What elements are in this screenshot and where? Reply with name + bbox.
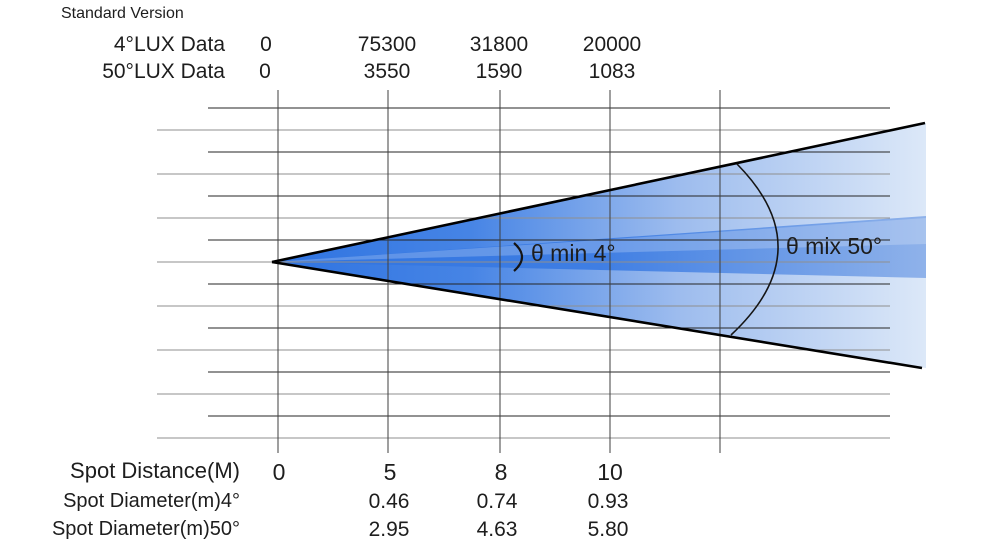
beam-angle-arc-4deg xyxy=(513,242,524,272)
lux50-value: 0 xyxy=(259,60,271,83)
grid xyxy=(157,90,890,453)
lux50-value: 1590 xyxy=(475,60,523,83)
spot-diameter50-value: 4.63 xyxy=(476,518,518,541)
spot-diameter50-row-label: Spot Diameter(m)50° xyxy=(51,518,240,540)
lux50-value: 3550 xyxy=(363,60,411,83)
lux50-row-label: 50°LUX Data xyxy=(102,60,225,83)
spot-diameter4-value: 0.74 xyxy=(476,490,518,513)
lux4-value: 0 xyxy=(260,33,272,56)
spot-distance-value: 8 xyxy=(494,459,508,485)
lux4-value: 31800 xyxy=(469,33,529,56)
beam-angle-arc-50deg xyxy=(730,163,779,336)
spot-diameter4-value: 0.93 xyxy=(587,490,629,513)
spot-diameter50-value: 2.95 xyxy=(368,518,410,541)
beam-min-angle-label: θ min 4° xyxy=(531,240,616,266)
lux50-value: 1083 xyxy=(588,60,636,83)
lux4-value: 75300 xyxy=(357,33,417,56)
spot-distance-value: 5 xyxy=(383,459,397,485)
beam-max-angle-label: θ mix 50° xyxy=(786,233,883,259)
page-title: Standard Version xyxy=(61,5,184,22)
beam-top-edge xyxy=(271,121,926,264)
spot-distance-row-label: Spot Distance(M) xyxy=(70,458,240,483)
spot-distance-value: 0 xyxy=(272,459,286,485)
lux4-row-label: 4°LUX Data xyxy=(113,33,225,56)
spot-diameter4-row-label: Spot Diameter(m)4° xyxy=(63,490,240,512)
spot-diameter50-value: 5.80 xyxy=(587,518,629,541)
spot-distance-value: 10 xyxy=(597,459,623,485)
beam-bottom-edge xyxy=(271,260,923,370)
lux4-value: 20000 xyxy=(582,33,642,56)
spot-diameter4-value: 0.46 xyxy=(368,490,410,513)
